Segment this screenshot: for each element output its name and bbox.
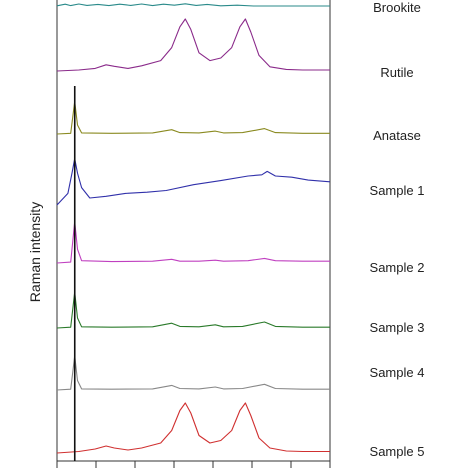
- trace-group: [56, 3, 331, 454]
- plot-frame: [56, 0, 331, 462]
- label-sample-5: Sample 5: [370, 444, 425, 459]
- x-axis-ticks: [56, 461, 331, 468]
- trace-brookite: [56, 3, 330, 7]
- trace-sample-4: [56, 355, 330, 391]
- series-labels: Brookite Rutile Anatase Sample 1 Sample 2 Sam…: [370, 0, 425, 459]
- label-sample-4: Sample 4: [370, 365, 425, 380]
- trace-sample-2: [56, 221, 330, 264]
- trace-sample-5: [56, 402, 330, 454]
- y-axis-label: Raman intensity: [27, 202, 43, 302]
- trace-rutile: [56, 18, 330, 72]
- label-rutile: Rutile: [380, 65, 413, 80]
- trace-sample-1: [56, 158, 331, 206]
- label-sample-3: Sample 3: [370, 320, 425, 335]
- trace-sample-3: [56, 291, 330, 329]
- label-brookite: Brookite: [373, 0, 421, 15]
- label-anatase: Anatase: [373, 128, 421, 143]
- trace-anatase: [56, 101, 330, 135]
- label-sample-1: Sample 1: [370, 183, 425, 198]
- label-sample-2: Sample 2: [370, 260, 425, 275]
